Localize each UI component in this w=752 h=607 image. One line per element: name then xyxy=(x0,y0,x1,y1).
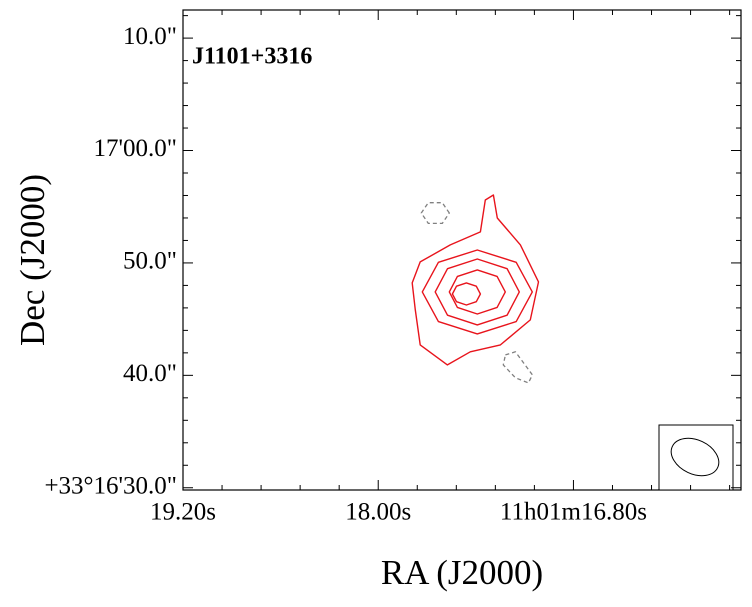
x-axis-label: RA (J2000) xyxy=(381,553,543,592)
contour xyxy=(411,194,540,366)
x-tick-label: 11h01m16.80s xyxy=(500,499,647,526)
beam xyxy=(658,424,734,491)
contour xyxy=(451,282,482,306)
negative-contour xyxy=(502,351,534,384)
y-axis-label: Dec (J2000) xyxy=(13,174,52,346)
beam-ellipse xyxy=(670,437,720,477)
plot-frame xyxy=(182,9,742,491)
contour xyxy=(421,249,533,335)
contour xyxy=(434,258,520,326)
x-tick-label: 18.00s xyxy=(345,499,411,526)
y-tick-label: 17'00.0" xyxy=(94,135,177,162)
y-tick-label: 50.0" xyxy=(123,248,177,275)
source-label: J1101+3316 xyxy=(192,44,312,70)
x-tick-label: 19.20s xyxy=(150,499,216,526)
negative-contour xyxy=(420,202,450,225)
y-tick-label: 40.0" xyxy=(123,360,177,387)
beam-box xyxy=(658,424,734,491)
y-tick-label: +33°16'30.0" xyxy=(44,472,177,499)
y-tick-label: 10.0" xyxy=(123,23,177,50)
contour xyxy=(448,269,506,315)
